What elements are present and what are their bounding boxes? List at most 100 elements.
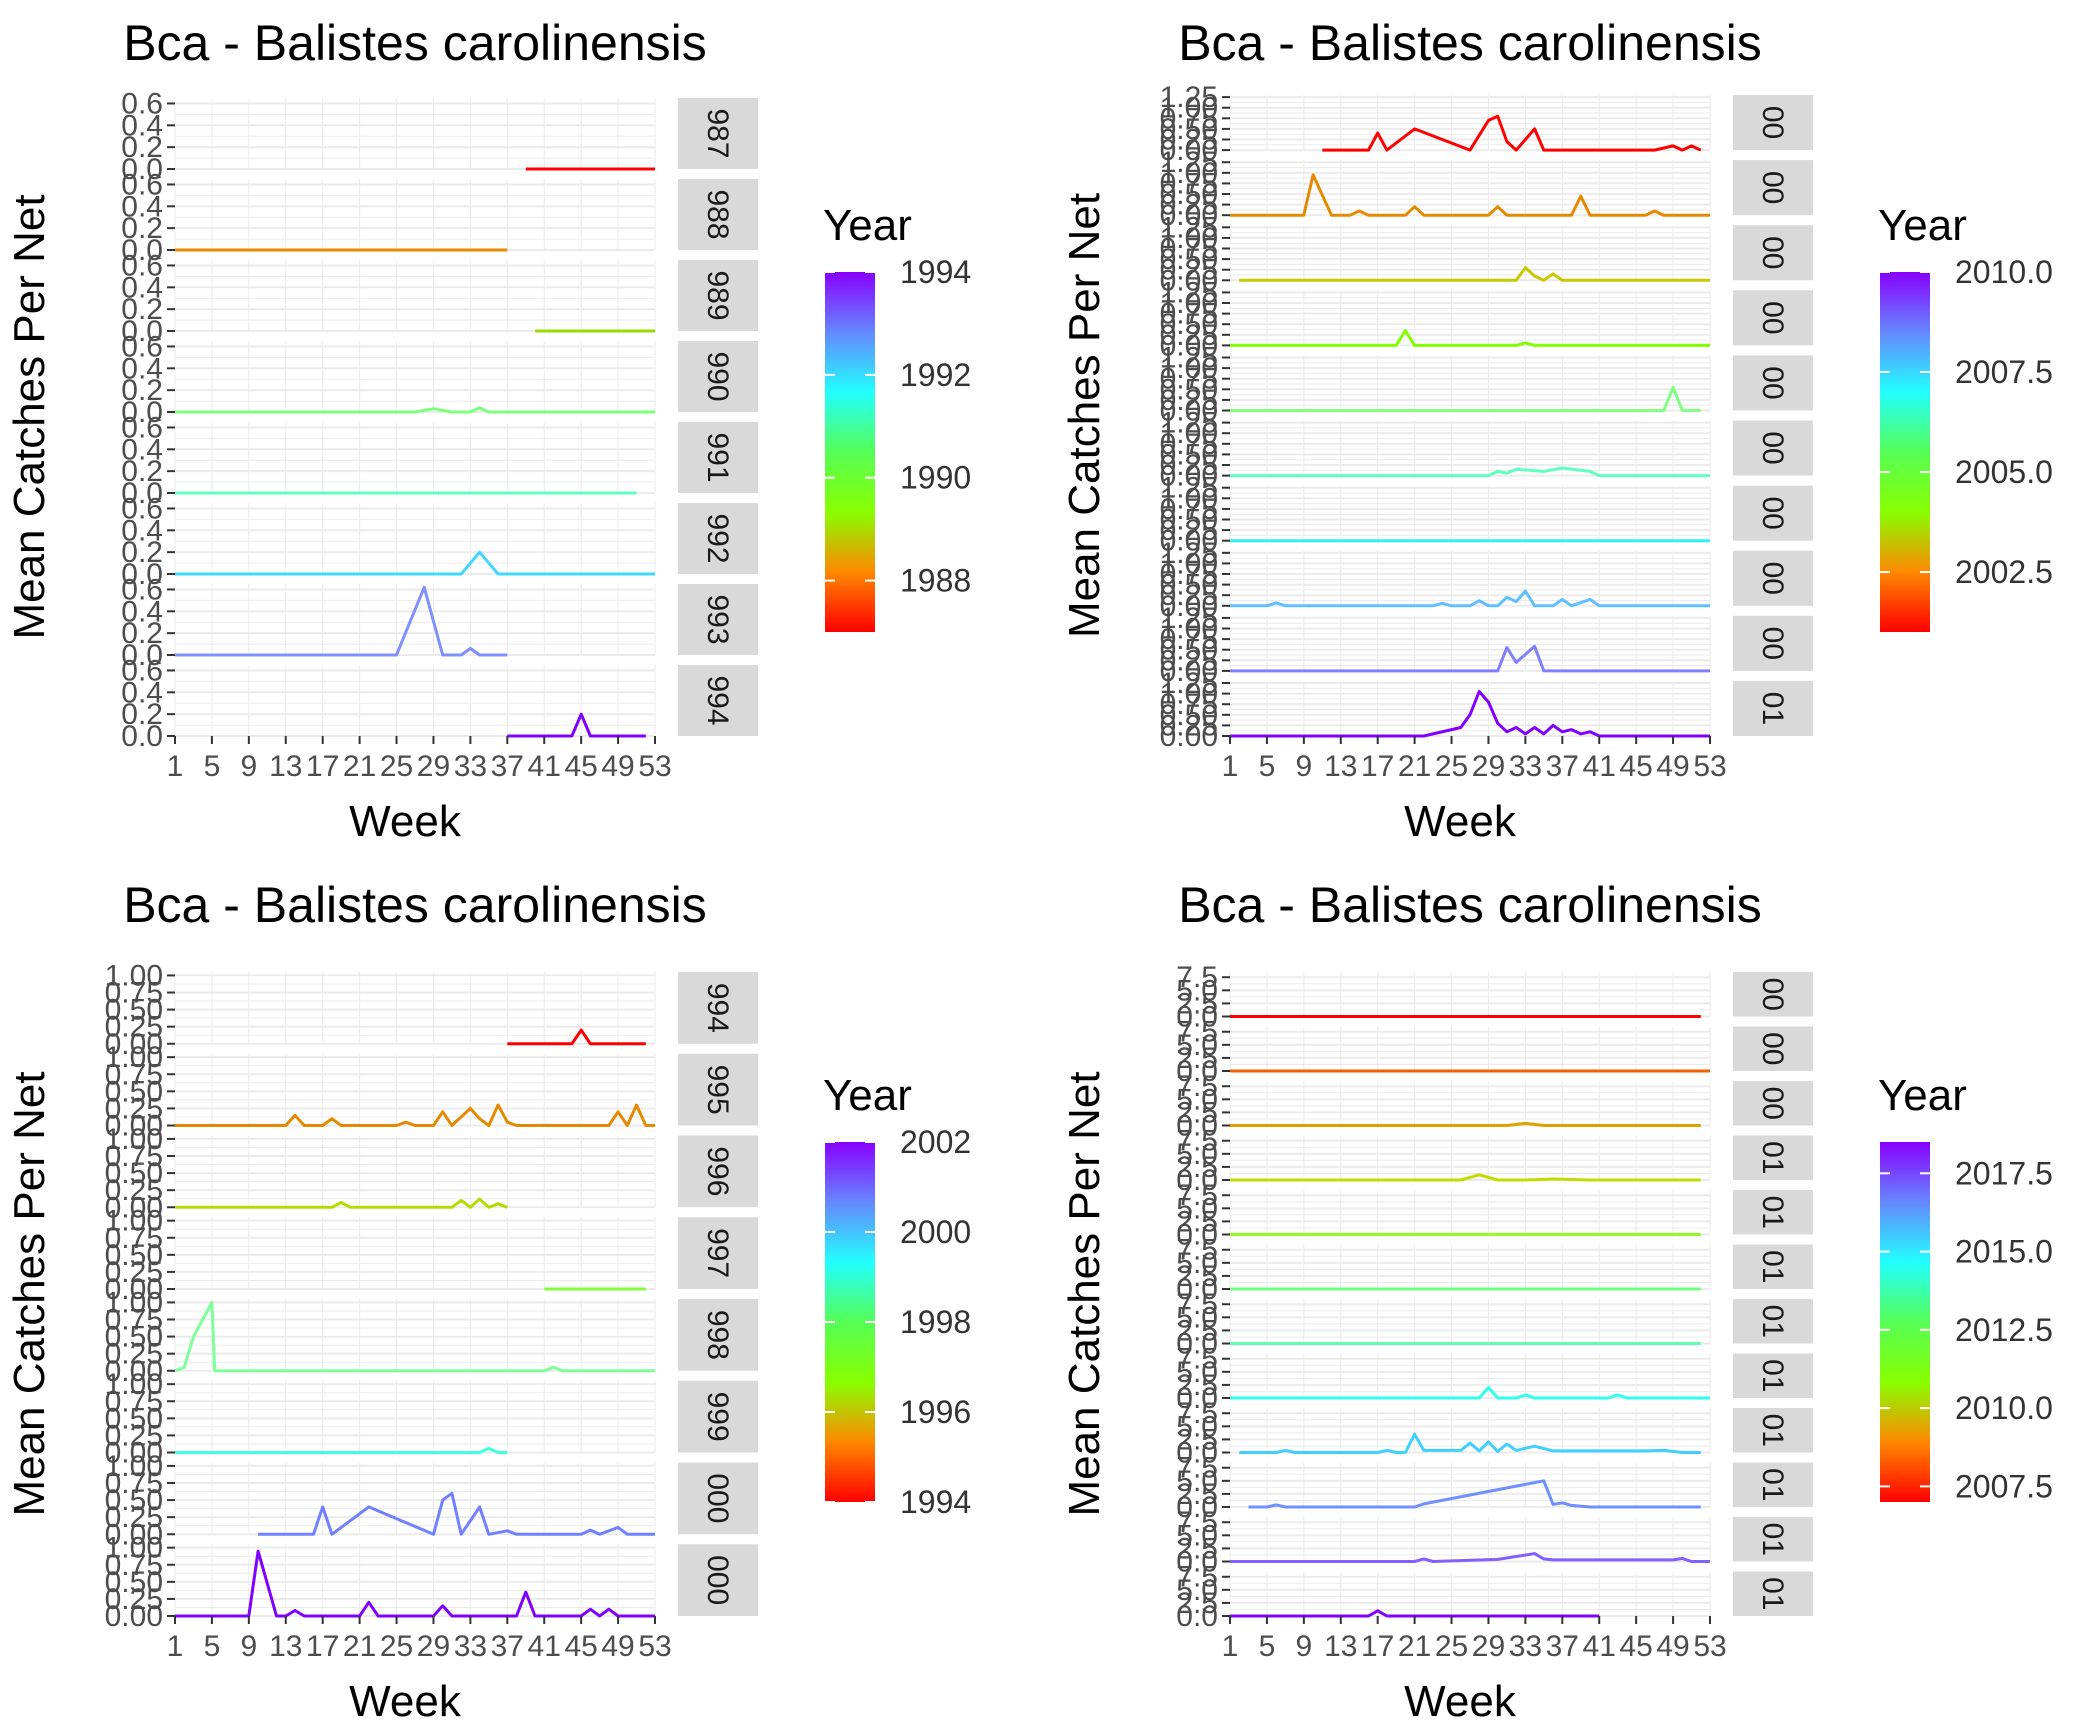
series-line-2017 <box>1230 1552 1710 1563</box>
y-tick-label: 0.00 <box>1160 590 1218 623</box>
facet-5: 0.02.55.07.5 01 <box>1176 1179 1813 1252</box>
series-line-1990 <box>175 406 655 414</box>
facet-strip <box>1733 420 1813 476</box>
x-tick-label: 29 <box>417 1630 450 1663</box>
facet-9: 0.02.55.07.5 01 <box>1176 1397 1813 1470</box>
y-tick-label: 0.4 <box>121 352 163 385</box>
y-tick-label: 1.25 <box>1160 276 1218 309</box>
y-tick-label: 0.25 <box>105 1011 163 1044</box>
facet-3: 0.00.20.40.6 989 <box>121 249 758 348</box>
facet-1: 0.000.250.500.751.00 994 <box>105 959 758 1061</box>
y-tick-label: 0.75 <box>1160 167 1218 200</box>
y-tick-label: 0.2 <box>121 536 163 569</box>
x-tick-label: 1 <box>167 1630 184 1663</box>
y-tick-label: 0.75 <box>105 1467 163 1500</box>
x-tick-label: 49 <box>601 1630 634 1663</box>
y-tick-label: 1.00 <box>1160 352 1218 385</box>
facet-strip-label: 00 <box>1756 978 1789 1011</box>
x-tick-label: 1 <box>1222 1630 1239 1663</box>
facet-strip-label: 999 <box>701 1392 734 1442</box>
facet-strip <box>678 1053 758 1126</box>
x-tick-label: 25 <box>380 750 413 783</box>
y-tick-label: 1.00 <box>1160 287 1218 320</box>
y-tick-label: 0.50 <box>105 994 163 1027</box>
y-tick-label: 0.50 <box>105 1321 163 1354</box>
series-line-2001 <box>175 1549 655 1618</box>
facet-strip <box>1733 95 1813 151</box>
y-tick-label: 0.25 <box>1160 579 1218 612</box>
x-tick-label: 17 <box>1361 750 1394 783</box>
y-tick-label: 0.75 <box>1160 558 1218 591</box>
y-tick-label: 0.00 <box>1160 655 1218 688</box>
facet-3: 0.02.55.07.5 00 <box>1176 1070 1813 1143</box>
y-tick-label: 0.00 <box>1160 329 1218 362</box>
y-tick-label: 0.25 <box>105 1256 163 1289</box>
series-line-2002 <box>1230 173 1710 217</box>
facet-strip-label: 01 <box>1756 1359 1789 1392</box>
facet-7: 0.000.250.500.751.001.25 00 <box>1160 472 1813 558</box>
facet-8: 0.000.250.500.751.00 000 <box>105 1532 758 1633</box>
facet-strip-label: 00 <box>1756 171 1789 204</box>
y-tick-label: 0.00 <box>105 1273 163 1306</box>
y-tick-label: 0.00 <box>105 1355 163 1388</box>
facet-strip <box>1733 1081 1813 1126</box>
y-tick-label: 0.0 <box>1176 1328 1218 1361</box>
facet-strip <box>678 972 758 1044</box>
y-tick-label: 0.75 <box>105 1058 163 1091</box>
legend: Year 2017.5 2015.0 2012.5 2010.0 2007.5 <box>1878 1071 2053 1504</box>
y-tick-label: 5.0 <box>1176 1519 1218 1552</box>
series-line-2014 <box>1230 1386 1710 1400</box>
y-tick-label: 2.5 <box>1176 987 1218 1020</box>
facet-strip-label: 00 <box>1756 1087 1789 1120</box>
facet-strip-label: 993 <box>701 594 734 644</box>
legend-colorbar <box>1880 1142 1930 1502</box>
y-tick-label: 0.75 <box>1160 428 1218 461</box>
facet-strip <box>678 1544 758 1616</box>
facet-strip <box>1733 615 1813 671</box>
legend-tick-label: 2010.0 <box>1955 1390 2053 1426</box>
facet-strip <box>1733 680 1813 736</box>
series-line-2001 <box>1322 114 1702 152</box>
facet-6: 0.02.55.07.5 01 <box>1176 1234 1813 1306</box>
facet-strip-label: 994 <box>701 983 734 1033</box>
y-tick-label: 0.0 <box>1176 1164 1218 1197</box>
facet-strip-label: 997 <box>701 1228 734 1278</box>
y-tick-label: 0.00 <box>1160 264 1218 297</box>
legend-tick-label: 1998 <box>900 1304 971 1340</box>
legend-tick-label: 2017.5 <box>1955 1155 2053 1191</box>
facet-strip-label: 987 <box>701 108 734 158</box>
x-tick-label: 13 <box>1324 1630 1357 1663</box>
facet-strip-label: 00 <box>1756 627 1789 660</box>
x-tick-label: 33 <box>1509 1630 1542 1663</box>
y-tick-label: 0.25 <box>1160 124 1218 157</box>
y-tick-label: 0.2 <box>121 455 163 488</box>
facet-strip <box>1733 1026 1813 1071</box>
facet-4: 0.000.250.500.751.001.25 00 <box>1160 276 1813 362</box>
facet-strip-label: 998 <box>701 1310 734 1360</box>
x-tick-label: 25 <box>380 1630 413 1663</box>
y-tick-label: 0.25 <box>105 1501 163 1534</box>
y-tick-label: 1.00 <box>105 1041 163 1074</box>
facet-4: 0.00.20.40.6 990 <box>121 330 758 429</box>
facet-5: 0.00.20.40.6 991 <box>121 411 758 510</box>
y-tick-label: 0.00 <box>1160 525 1218 558</box>
y-tick-label: 0.25 <box>1160 384 1218 417</box>
series-line-2018 <box>1230 1609 1600 1618</box>
facet-strip-label: 01 <box>1756 1305 1789 1338</box>
y-tick-label: 0.4 <box>121 676 163 709</box>
x-tick-label: 37 <box>1546 1630 1579 1663</box>
chart-panel-2: Bca - Balistes carolinensis0.000.250.500… <box>1060 15 2053 846</box>
y-tick-label: 2.5 <box>1176 1587 1218 1620</box>
facet-strip-label: 00 <box>1756 431 1789 464</box>
x-tick-label: 45 <box>1619 750 1652 783</box>
y-tick-label: 0.4 <box>121 514 163 547</box>
legend: Year 2010.0 2007.5 2005.0 2002.5 <box>1878 201 2053 632</box>
facet-6: 0.000.250.500.751.00 999 <box>105 1368 758 1470</box>
facet-strip-label: 01 <box>1756 1141 1789 1174</box>
facet-1: 0.000.250.500.751.001.25 00 <box>1160 81 1813 167</box>
legend-tick-label: 2007.5 <box>1955 1468 2053 1504</box>
y-tick-label: 7.5 <box>1176 1506 1218 1539</box>
y-tick-label: 0.4 <box>121 109 163 142</box>
y-tick-label: 0.2 <box>121 131 163 164</box>
x-tick-label: 33 <box>454 1630 487 1663</box>
